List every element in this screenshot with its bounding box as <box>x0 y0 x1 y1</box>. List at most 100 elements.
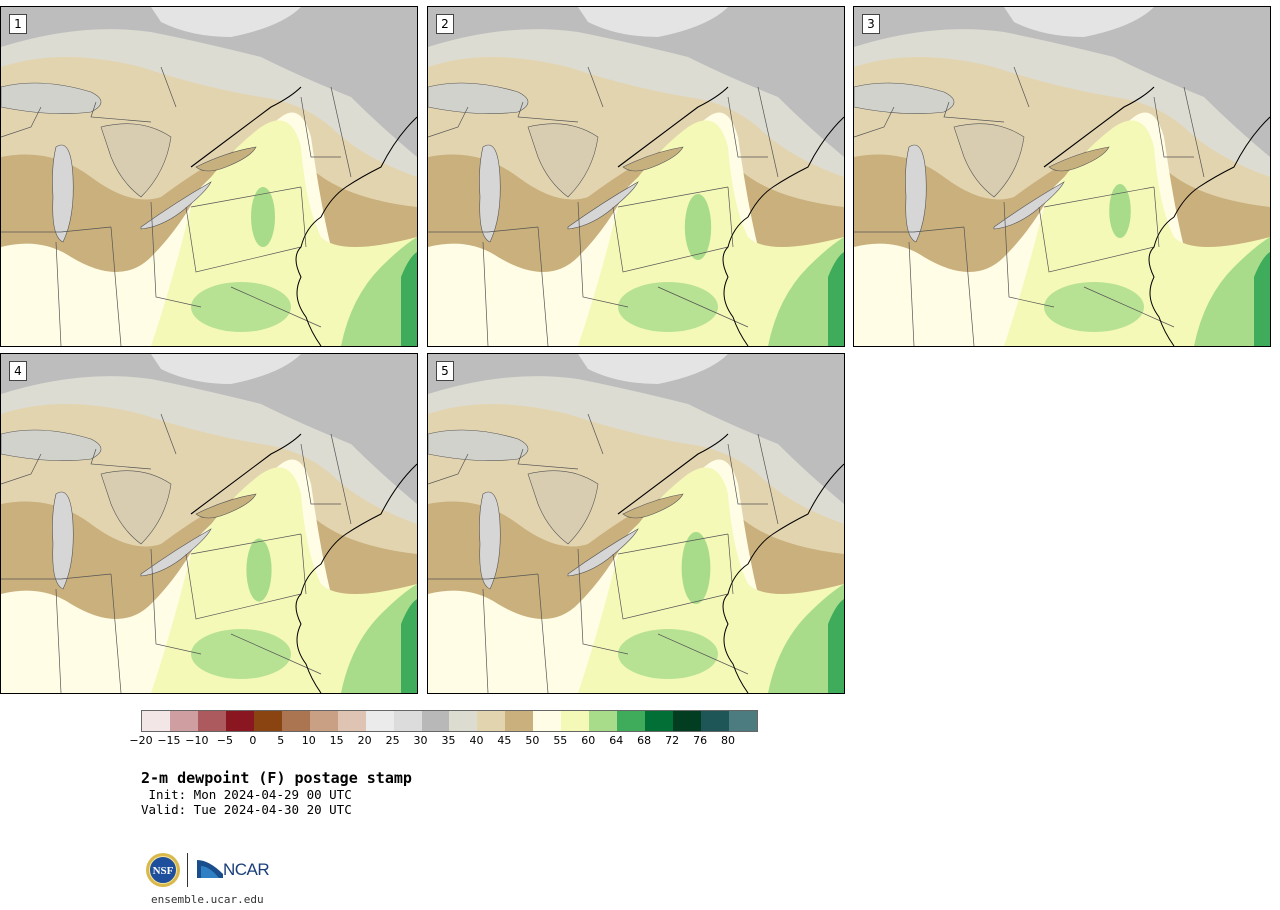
colorbar-tick-18: 68 <box>637 734 652 747</box>
east-coastline <box>722 116 844 346</box>
valid-time: Valid: Tue 2024-04-30 20 UTC <box>141 802 352 817</box>
state-boundary-7 <box>727 96 768 158</box>
state-boundary-7 <box>727 443 768 505</box>
state-boundary-7 <box>1153 96 1194 158</box>
lake-superior <box>428 82 529 114</box>
colorbar-swatch-6 <box>309 711 338 731</box>
light-green-core <box>1109 184 1131 238</box>
colorbar-swatch-5 <box>281 711 310 731</box>
state-boundary-1 <box>55 588 62 693</box>
snow-region <box>578 7 728 37</box>
state-boundary-11 <box>657 633 749 675</box>
lake-erie <box>140 181 212 230</box>
state-boundary-9 <box>1 106 42 138</box>
dewpoint-map-2 <box>428 7 844 346</box>
lake-ontario <box>1048 146 1110 172</box>
member-label-1: 1 <box>9 14 27 34</box>
state-boundary-9 <box>854 106 895 138</box>
state-boundary-5 <box>1043 186 1155 208</box>
colorbar-swatch-17 <box>617 711 646 731</box>
colorbar-swatch-1 <box>169 711 198 731</box>
state-boundary-9 <box>1 453 42 485</box>
colorbar-tick-12: 40 <box>469 734 484 747</box>
lake-ontario <box>622 493 684 519</box>
ocean-dark-green <box>828 252 844 346</box>
lake-michigan <box>905 144 927 243</box>
ocean-dark-green <box>401 599 417 693</box>
colorbar-swatch-16 <box>589 711 618 731</box>
colorbar-swatch-15 <box>561 711 590 731</box>
ncar-wordmark: NCAR <box>223 860 270 879</box>
colorbar-tick-11: 35 <box>441 734 456 747</box>
lake-erie <box>567 181 639 230</box>
colorbar-tick-10: 30 <box>413 734 428 747</box>
colorbar-tick-20: 76 <box>693 734 708 747</box>
state-boundary-11 <box>230 633 322 675</box>
ocean-dark-green <box>401 252 417 346</box>
colorbar-swatch-20 <box>701 711 730 731</box>
colorbar-tick-6: 10 <box>301 734 316 747</box>
colorbar-tick-9: 25 <box>385 734 400 747</box>
light-green-core <box>246 538 272 602</box>
colorbar-tick-7: 15 <box>329 734 344 747</box>
colorbar-swatch-13 <box>505 711 534 731</box>
state-boundary-2 <box>537 573 549 693</box>
colorbar-swatch-18 <box>645 711 674 731</box>
dewpoint-map-5 <box>428 354 844 693</box>
state-boundary-7 <box>300 96 341 158</box>
lake-huron <box>100 470 172 545</box>
state-boundary-9 <box>428 106 469 138</box>
state-boundary-10 <box>160 66 177 108</box>
snow-region <box>1004 7 1154 37</box>
east-coastline <box>1148 116 1270 346</box>
state-boundary-6 <box>727 533 734 595</box>
colorbar-tick-21: 80 <box>721 734 736 747</box>
member-panel-5: 5 <box>427 353 845 694</box>
dewpoint-colorbar <box>141 710 758 732</box>
colorbar-tick-14: 50 <box>525 734 540 747</box>
state-boundary-1 <box>908 241 915 346</box>
state-boundary-2 <box>110 573 122 693</box>
state-boundary-5 <box>617 533 729 555</box>
ocean-green <box>341 237 417 346</box>
colorbar-tick-5: 5 <box>277 734 285 747</box>
state-boundary-1 <box>482 588 489 693</box>
ocean-dark-green <box>1254 252 1270 346</box>
member-label-5: 5 <box>436 361 454 381</box>
member-panel-2: 2 <box>427 6 845 347</box>
st-lawrence-shore <box>617 86 729 168</box>
st-lawrence-shore <box>1043 86 1155 168</box>
nsf-ncar-logo: NSF NCAR <box>145 850 275 890</box>
nsf-seal-icon: NSF <box>146 853 180 887</box>
lake-superior <box>428 429 529 461</box>
dewpoint-map-3 <box>854 7 1270 346</box>
colorbar-swatch-11 <box>449 711 478 731</box>
state-boundary-6 <box>300 533 307 595</box>
light-green-south <box>618 629 718 679</box>
light-green-south <box>191 629 291 679</box>
state-boundary-0 <box>428 226 539 233</box>
member-label-4: 4 <box>9 361 27 381</box>
colorbar-tick-3: −5 <box>216 734 233 747</box>
snow-region <box>578 354 728 384</box>
state-boundary-12 <box>90 101 152 123</box>
init-time: Init: Mon 2024-04-29 00 UTC <box>141 787 352 802</box>
ocean-green <box>768 237 844 346</box>
state-boundary-1 <box>482 241 489 346</box>
lake-superior <box>1 429 102 461</box>
colorbar-tick-19: 72 <box>665 734 680 747</box>
state-boundary-12 <box>517 448 579 470</box>
lake-michigan <box>52 491 74 590</box>
ocean-green <box>341 584 417 693</box>
colorbar-swatch-8 <box>365 711 394 731</box>
colorbar-tick-8: 20 <box>357 734 372 747</box>
lake-ontario <box>622 146 684 172</box>
member-panel-4: 4 <box>0 353 418 694</box>
state-boundary-5 <box>617 186 729 208</box>
lake-erie <box>993 181 1065 230</box>
cold-region-north <box>428 7 844 157</box>
state-boundary-12 <box>90 448 152 470</box>
site-url: ensemble.ucar.edu <box>151 893 264 906</box>
dewpoint-map-4 <box>1 354 417 693</box>
colorbar-tick-4: 0 <box>249 734 257 747</box>
